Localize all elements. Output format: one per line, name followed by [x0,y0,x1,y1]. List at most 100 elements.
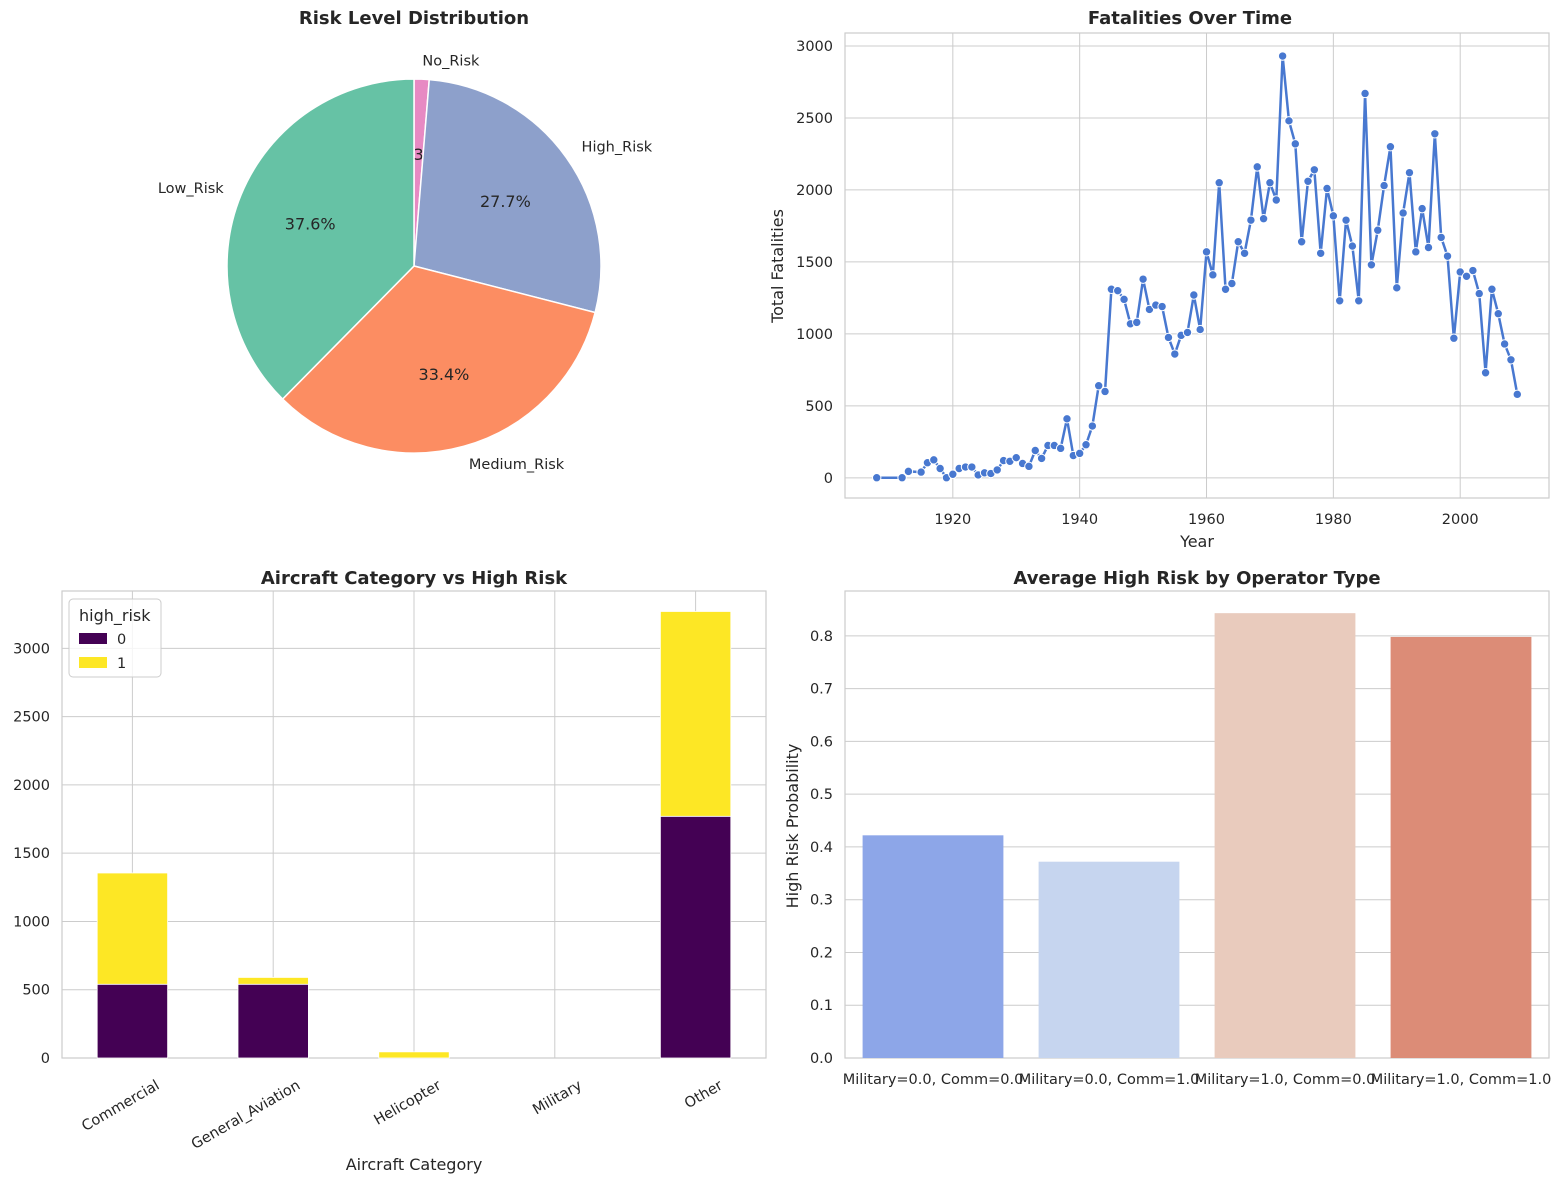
operator-bar [1038,861,1180,1058]
bar-y-tick-label: 0.0 [810,1051,833,1067]
line-y-axis-label: Total Fatalities [768,209,787,324]
fatalities-point [1227,278,1237,289]
line-series [872,51,1522,483]
fatalities-point [1119,294,1129,305]
bar-x-tick-label: Military=1.0, Comm=0.0 [1195,1072,1376,1088]
bar-x-tick-label: Military=0.0, Comm=0.0 [843,1072,1024,1088]
stacked-bar-chart-panel: Aircraft Category vs High Risk 0 500 1000 1… [13,568,767,1174]
stacked-bar-segment-1 [660,611,732,817]
stack-x-tick-label: Helicopter [371,1078,444,1129]
fatalities-point [1138,274,1148,284]
pie-slice-label: Medium_Risk [469,457,565,473]
fatalities-point [1411,247,1421,257]
stack-x-tick-label: Commercial [79,1078,162,1135]
fatalities-point [1201,247,1212,257]
line-x-tick-label: 1920 [934,512,971,528]
stacked-bar-legend: high_risk 0 1 [68,598,162,678]
bar-y-tick-label: 0.7 [810,682,833,698]
fatalities-point [1144,304,1155,315]
fatalities-point [1093,381,1104,391]
line-y-tick-label: 2000 [796,183,833,199]
stacked-bar-segment-1 [378,1051,450,1059]
fatalities-point [1233,237,1243,247]
line-y-tick-label: 1500 [796,255,833,271]
fatalities-point [1322,183,1332,194]
fatalities-point [1379,180,1389,191]
stack-y-tick-label: 3000 [13,641,50,657]
fatalities-point [1036,453,1047,464]
fatalities-point [1157,301,1167,312]
stacked-bar-segment-0 [660,815,732,1059]
fatalities-point [1252,162,1262,172]
pie-slice-label: High_Risk [582,140,653,156]
fatalities-point [1392,283,1402,293]
operator-bar [1390,636,1532,1058]
fatalities-point [903,466,914,477]
fatalities-point [1341,215,1351,225]
fatalities-point [1087,421,1098,431]
pie-slice-high-risk [413,78,602,314]
fatalities-point [1182,327,1193,338]
line-y-tick-label: 500 [805,399,833,415]
fatalities-point [1417,203,1427,214]
fatalities-point [1303,176,1313,186]
bar-y-axis-label: High Risk Probability [783,744,802,909]
line-x-tick-label: 1960 [1188,512,1225,528]
fatalities-point [1239,248,1250,258]
line-y-tick-label: 3000 [796,39,833,55]
stacked-bars: Commercial General_Aviation Helicopter Mili… [79,611,732,1153]
fatalities-point [1214,178,1224,188]
fatalities-point [1354,296,1364,306]
stack-y-tick-label: 2500 [13,710,50,726]
fatalities-point [1163,332,1174,343]
fatalities-point [1461,271,1472,281]
fatalities-point [1189,290,1199,300]
stack-x-tick-label: General_Aviation [189,1078,303,1153]
fatalities-point [1455,267,1465,277]
fatalities-point [1423,242,1434,253]
fatalities-point [1246,215,1256,225]
fatalities-point [1296,237,1307,247]
fatalities-point [872,473,882,483]
bar-plot-frame [844,590,1550,1059]
fatalities-point [1487,284,1497,294]
line-x-axis-label: Year [1179,532,1214,551]
fatalities-point [1480,368,1491,378]
fatalities-point [1398,208,1408,218]
bar-x-tick-label: Military=0.0, Comm=1.0 [1019,1072,1200,1088]
operator-bar [1214,613,1356,1058]
fatalities-point [1208,270,1218,280]
fatalities-point [1385,142,1396,152]
line-x-tick-label: 1940 [1061,512,1098,528]
fatalities-line [876,54,1519,479]
fatalities-point [1290,139,1301,149]
fatalities-point [1258,214,1269,224]
fatalities-point [1113,285,1123,296]
fatalities-point [948,469,958,479]
fatalities-point [1347,241,1358,251]
line-title: Fatalities Over Time [1088,8,1292,29]
stack-x-tick-label: Other [682,1078,726,1112]
fatalities-point [1011,452,1021,463]
stacked-bar-segment-1 [96,872,168,985]
bar-y-tick-label: 0.5 [810,787,833,803]
pie-title: Risk Level Distribution [299,8,529,29]
fatalities-point [916,467,926,477]
fatalities-point [1220,284,1231,294]
fatalities-point [992,465,1002,475]
fatalities-point [1449,333,1459,343]
fatalities-point [897,473,907,483]
stacked-bar-segment-0 [96,983,168,1059]
line-plot-frame [844,32,1550,499]
fatalities-point [1442,251,1453,261]
fatalities-point [1074,448,1085,459]
fatalities-point [1373,225,1383,235]
stack-x-tick-label: Military [530,1077,585,1118]
fatalities-point [1195,324,1205,335]
fatalities-point [1366,260,1377,270]
bar-y-tick-label: 0.4 [810,840,833,856]
fatalities-point [1277,51,1288,61]
